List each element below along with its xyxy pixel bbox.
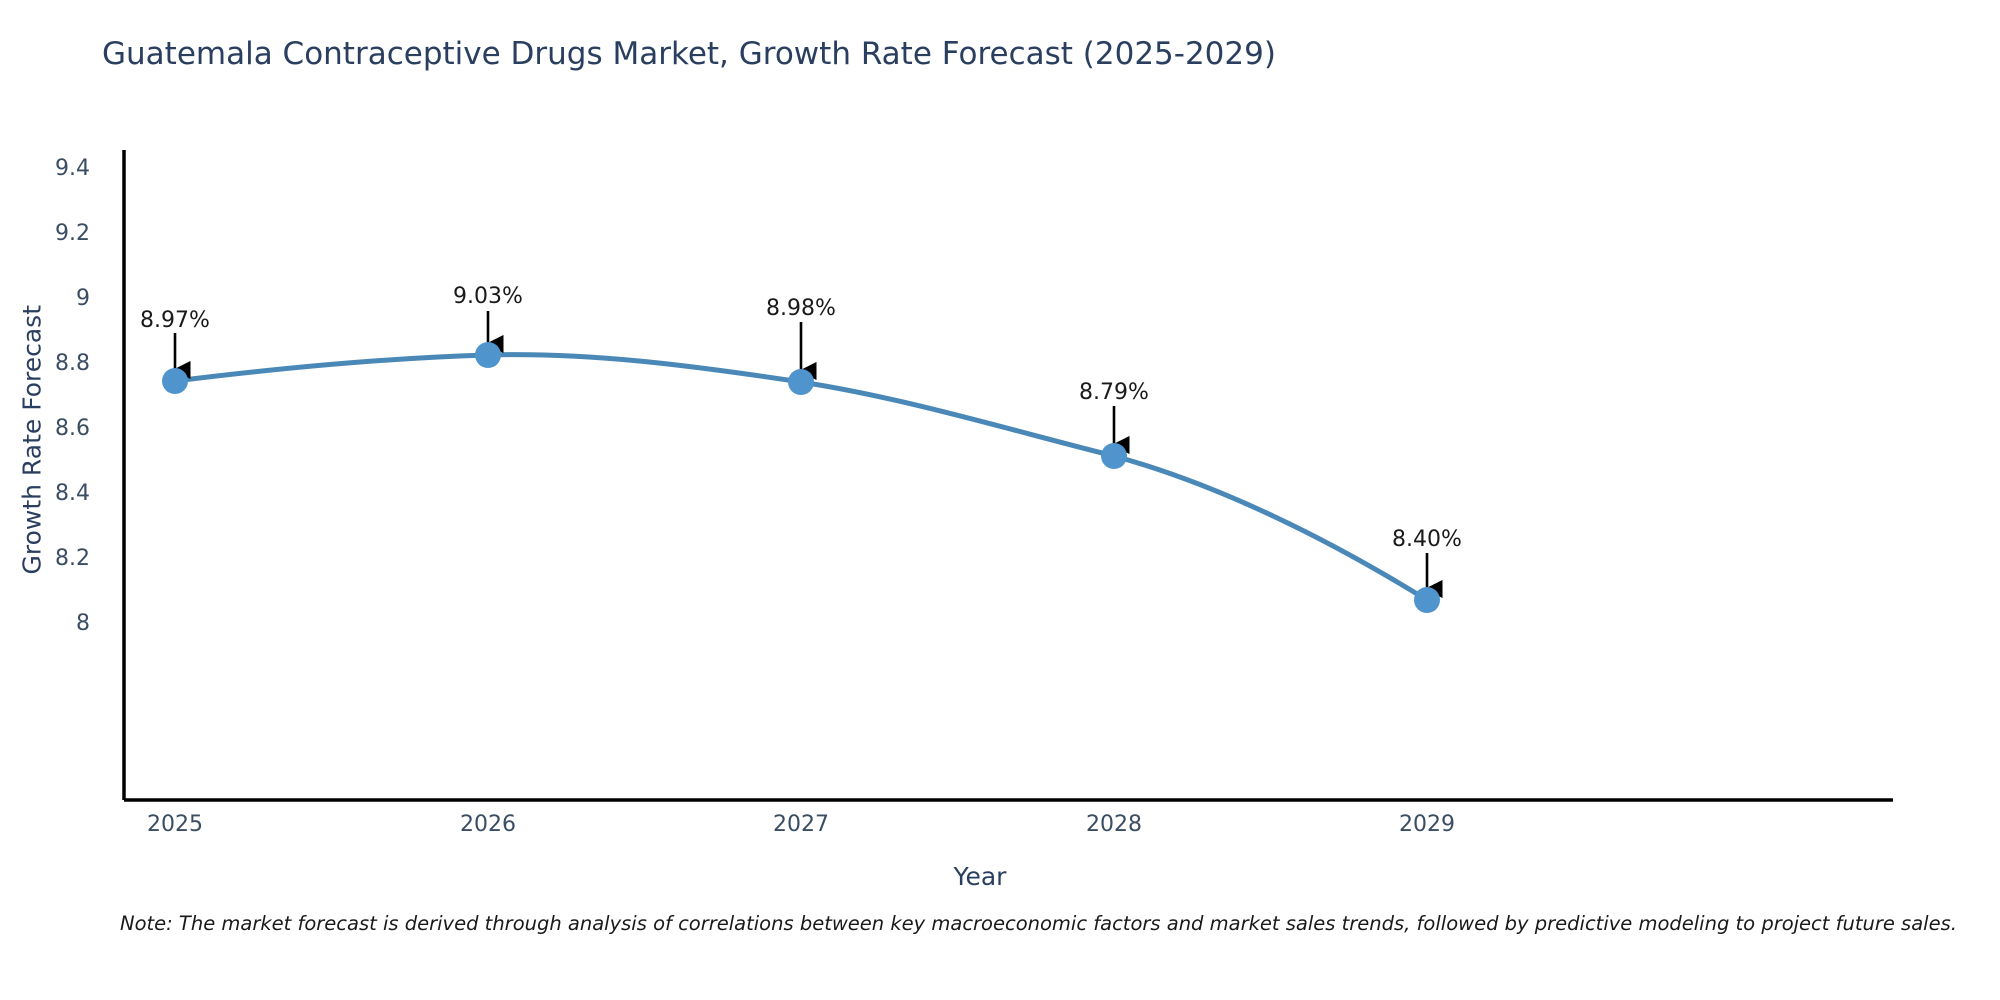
y-tick-label: 8.8 bbox=[55, 351, 90, 376]
data-point-label: 8.40% bbox=[1392, 527, 1462, 552]
data-point-label: 8.97% bbox=[140, 308, 210, 333]
x-tick-label: 2029 bbox=[1399, 812, 1455, 837]
data-point-marker[interactable] bbox=[1414, 587, 1440, 613]
x-tick-label: 2027 bbox=[773, 812, 829, 837]
data-point-marker[interactable] bbox=[162, 368, 188, 394]
chart-title: Guatemala Contraceptive Drugs Market, Gr… bbox=[102, 36, 1276, 72]
data-point-label: 8.98% bbox=[766, 296, 836, 321]
data-point-marker[interactable] bbox=[475, 342, 501, 368]
x-tick-label: 2028 bbox=[1086, 812, 1142, 837]
y-tick-label: 8.2 bbox=[55, 546, 90, 571]
data-point-label: 9.03% bbox=[453, 284, 523, 309]
footnote-text: Note: The market forecast is derived thr… bbox=[120, 912, 1957, 935]
y-tick-label: 9 bbox=[76, 286, 90, 311]
data-point-marker[interactable] bbox=[1101, 443, 1127, 469]
x-tick-label: 2025 bbox=[147, 812, 203, 837]
y-tick-label: 8 bbox=[76, 611, 90, 636]
data-point-label: 8.79% bbox=[1079, 380, 1149, 405]
x-axis-title: Year bbox=[953, 862, 1007, 891]
y-tick-label: 8.6 bbox=[55, 416, 90, 441]
y-tick-label: 9.4 bbox=[55, 156, 90, 181]
data-point-marker[interactable] bbox=[788, 369, 814, 395]
y-tick-label: 8.4 bbox=[55, 481, 90, 506]
x-tick-label: 2026 bbox=[460, 812, 516, 837]
y-tick-label: 9.2 bbox=[55, 221, 90, 246]
